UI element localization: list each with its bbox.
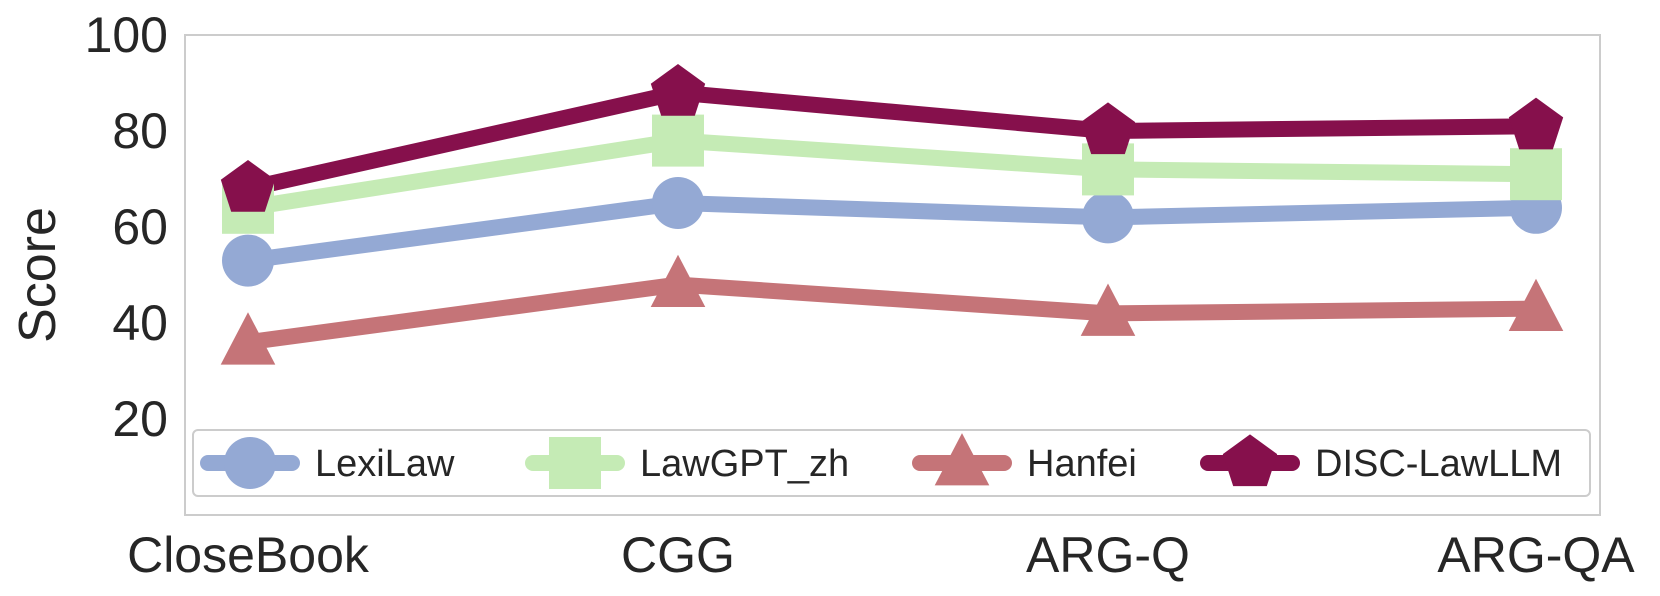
legend-item-disc-lawllm: DISC-LawLLM <box>1200 434 1562 487</box>
marker-disc-lawllm-cgg <box>650 64 706 116</box>
legend-marker-lawgpt-zh <box>549 437 601 489</box>
marker-lawgpt-zh-arg-qa <box>1510 148 1562 201</box>
y-axis-ticks: 20 40 60 80 100 <box>85 7 168 447</box>
legend-label-hanfei: Hanfei <box>1027 443 1137 485</box>
y-tick-label-60: 60 <box>112 199 168 255</box>
y-tick-label-100: 100 <box>85 7 168 63</box>
legend-item-hanfei: Hanfei <box>912 433 1137 486</box>
marker-disc-lawllm-closebook <box>220 160 276 212</box>
series-line-disc-lawllm <box>240 84 1544 197</box>
series-markers <box>220 64 1564 365</box>
y-tick-label-40: 40 <box>112 295 168 351</box>
legend-label-disc-lawllm: DISC-LawLLM <box>1315 443 1562 485</box>
x-tick-label-arg-q: ARG-Q <box>1026 527 1190 583</box>
series-lines <box>240 84 1544 351</box>
marker-hanfei-cgg <box>650 254 706 308</box>
y-tick-label-20: 20 <box>112 391 168 447</box>
legend-item-lawgpt-zh: LawGPT_zh <box>525 437 849 489</box>
legend-marker-lexilaw <box>224 437 276 489</box>
series-line-hanfei <box>240 276 1544 351</box>
y-axis-label: Score <box>9 207 67 343</box>
series-line-lexilaw <box>240 195 1544 269</box>
legend-marker-disc-lawllm <box>1222 434 1278 487</box>
marker-disc-lawllm-arg-qa <box>1508 97 1564 150</box>
marker-lawgpt-zh-cgg <box>652 114 704 167</box>
marker-hanfei-arg-qa <box>1508 278 1564 332</box>
legend-label-lawgpt-zh: LawGPT_zh <box>640 443 849 485</box>
legend-marker-hanfei <box>934 433 990 486</box>
marker-lexilaw-closebook <box>222 234 274 287</box>
x-axis-ticks: CloseBook CGG ARG-Q ARG-QA <box>127 527 1635 583</box>
marker-disc-lawllm-arg-q <box>1080 102 1136 155</box>
marker-lexilaw-arg-q <box>1082 191 1134 244</box>
x-tick-label-arg-qa: ARG-QA <box>1437 527 1635 583</box>
marker-hanfei-closebook <box>220 312 276 365</box>
x-tick-label-closebook: CloseBook <box>127 527 370 583</box>
x-tick-label-cgg: CGG <box>621 527 735 583</box>
y-tick-label-80: 80 <box>112 103 168 159</box>
marker-hanfei-arg-q <box>1080 283 1136 336</box>
legend: LexiLaw LawGPT_zh Hanfei DISC-LawLLM <box>192 429 1591 497</box>
legend-item-lexilaw: LexiLaw <box>200 437 455 489</box>
marker-lexilaw-cgg <box>652 177 704 229</box>
legend-label-lexilaw: LexiLaw <box>315 443 455 485</box>
series-line-lawgpt-zh <box>240 132 1544 216</box>
